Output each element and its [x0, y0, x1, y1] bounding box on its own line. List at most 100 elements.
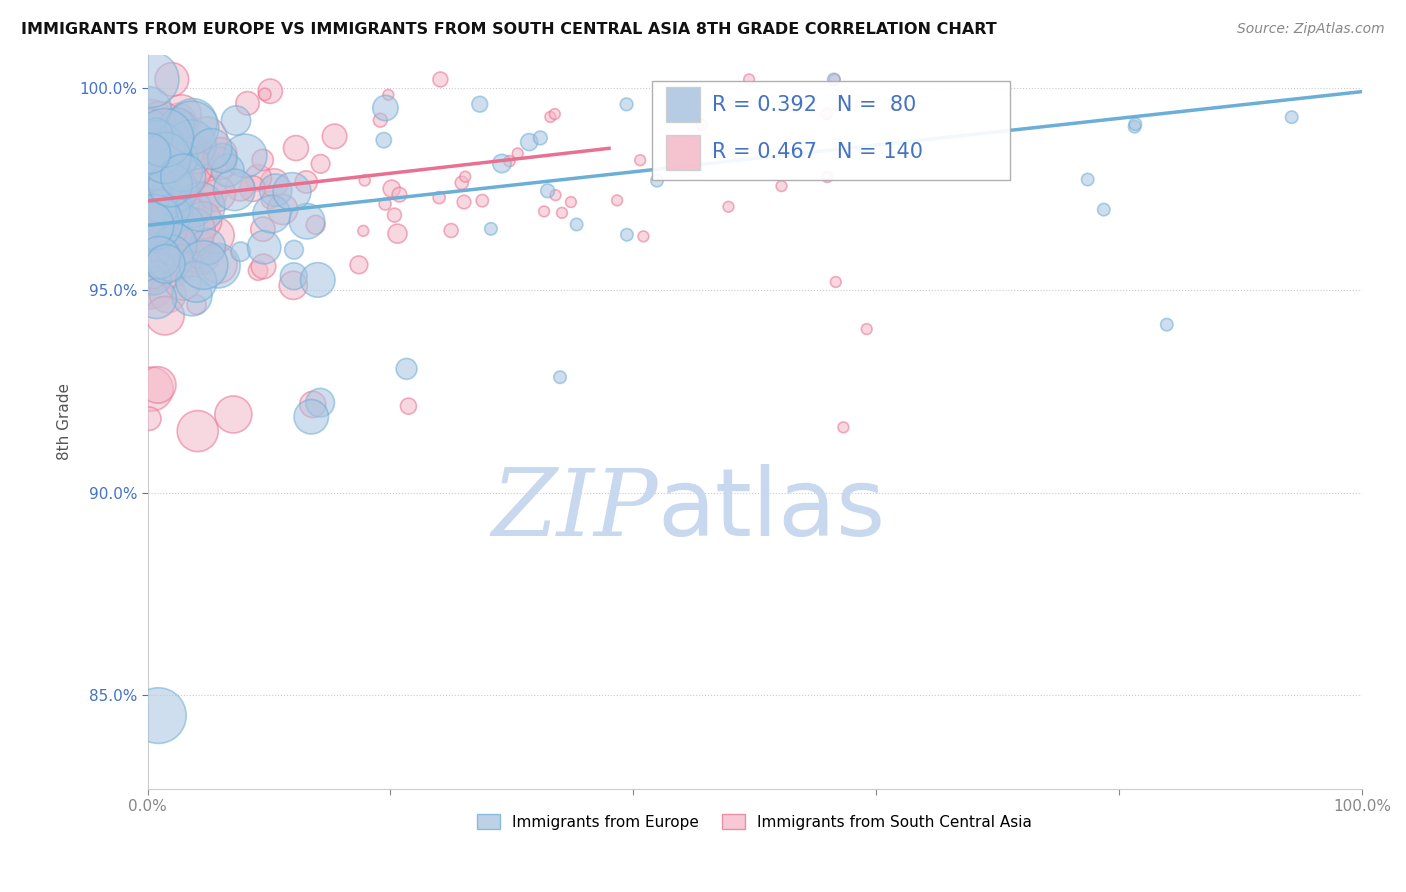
Point	[374, 197, 396, 211]
Point	[183, 202, 205, 217]
Point	[247, 263, 270, 277]
Point	[180, 212, 202, 227]
Point	[264, 183, 287, 197]
Point	[145, 292, 167, 306]
Point	[323, 129, 346, 144]
FancyBboxPatch shape	[666, 135, 700, 169]
Point	[145, 128, 167, 143]
Point	[633, 229, 655, 244]
Point	[138, 138, 160, 153]
Text: R = 0.467   N = 140: R = 0.467 N = 140	[713, 143, 924, 162]
Point	[150, 200, 173, 214]
Point	[373, 133, 395, 147]
Point	[427, 191, 450, 205]
Point	[177, 145, 200, 160]
Point	[146, 378, 169, 392]
Point	[155, 156, 177, 170]
Point	[247, 170, 270, 185]
Point	[377, 87, 399, 102]
Point	[352, 224, 374, 238]
Point	[172, 169, 194, 184]
Point	[155, 257, 177, 271]
Point	[538, 110, 561, 124]
Point	[1123, 117, 1146, 131]
Point	[184, 160, 207, 174]
Point	[347, 258, 370, 272]
Point	[150, 127, 173, 141]
Point	[824, 72, 846, 87]
Point	[149, 223, 172, 237]
Point	[309, 395, 332, 409]
Point	[824, 275, 846, 289]
Point	[170, 108, 193, 122]
Point	[142, 270, 165, 285]
Point	[387, 227, 409, 241]
Point	[283, 243, 305, 257]
Point	[181, 223, 204, 237]
Point	[305, 218, 328, 232]
Point	[690, 118, 713, 132]
Text: IMMIGRANTS FROM EUROPE VS IMMIGRANTS FROM SOUTH CENTRAL ASIA 8TH GRADE CORRELATI: IMMIGRANTS FROM EUROPE VS IMMIGRANTS FRO…	[21, 22, 997, 37]
Point	[136, 165, 159, 179]
Point	[157, 121, 180, 136]
Point	[368, 113, 391, 128]
Point	[145, 237, 167, 252]
Point	[166, 118, 188, 132]
Point	[152, 200, 174, 214]
Point	[143, 174, 166, 188]
Point	[295, 175, 318, 189]
Text: atlas: atlas	[658, 464, 886, 556]
Point	[162, 257, 184, 271]
Point	[139, 118, 162, 132]
Point	[166, 193, 188, 207]
Point	[259, 84, 281, 98]
Point	[153, 151, 176, 165]
Point	[738, 72, 761, 87]
Point	[180, 254, 202, 268]
Point	[155, 256, 177, 270]
Point	[606, 194, 628, 208]
Point	[170, 120, 193, 135]
Point	[252, 153, 274, 167]
Point	[453, 194, 475, 209]
Point	[209, 147, 232, 161]
Point	[148, 178, 170, 193]
Point	[142, 270, 165, 285]
Legend: Immigrants from Europe, Immigrants from South Central Asia: Immigrants from Europe, Immigrants from …	[471, 807, 1039, 836]
Point	[141, 115, 163, 129]
Point	[177, 139, 200, 153]
Point	[159, 251, 181, 265]
Point	[181, 149, 204, 163]
Point	[169, 184, 191, 198]
Point	[138, 276, 160, 290]
Point	[149, 202, 172, 217]
Point	[1077, 172, 1099, 186]
Point	[384, 208, 406, 222]
Point	[471, 194, 494, 208]
Point	[186, 154, 208, 169]
Point	[181, 116, 204, 130]
Point	[233, 149, 256, 163]
Point	[159, 178, 181, 192]
Point	[823, 72, 845, 87]
Point	[717, 200, 740, 214]
Point	[832, 420, 855, 434]
Text: ZIP: ZIP	[491, 465, 658, 555]
Point	[139, 219, 162, 233]
Point	[139, 382, 162, 396]
Point	[141, 146, 163, 161]
Point	[770, 179, 793, 194]
Point	[224, 183, 246, 197]
Point	[160, 224, 183, 238]
Point	[260, 207, 283, 221]
Point	[146, 231, 169, 245]
Point	[194, 157, 217, 171]
Point	[173, 218, 195, 232]
Point	[180, 137, 202, 152]
Point	[190, 193, 212, 207]
Point	[170, 151, 193, 165]
Point	[1156, 318, 1178, 332]
Point	[252, 222, 274, 236]
Point	[155, 155, 177, 169]
Point	[209, 156, 232, 170]
